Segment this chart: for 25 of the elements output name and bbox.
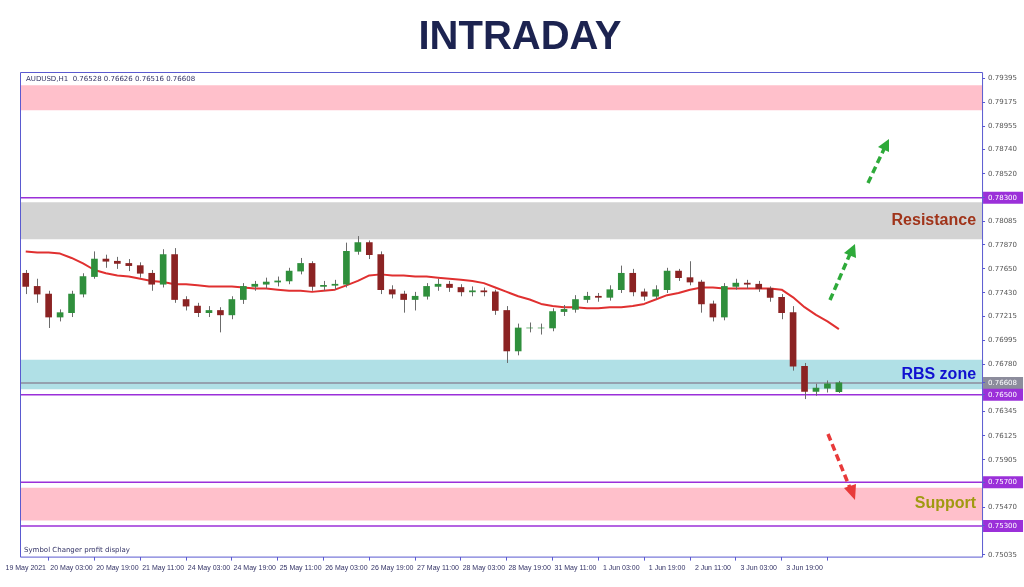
candlestick — [354, 235, 362, 256]
candlestick — [217, 306, 224, 333]
candlestick — [240, 282, 247, 305]
candlestick — [228, 295, 236, 320]
candlestick — [33, 278, 41, 304]
candlestick — [549, 307, 556, 332]
band-label: Resistance — [891, 211, 977, 229]
candlestick — [698, 279, 705, 314]
candlestick — [91, 250, 98, 280]
candlestick — [411, 291, 419, 311]
candlestick — [68, 290, 75, 318]
candlestick — [778, 293, 785, 320]
candlestick — [365, 239, 373, 260]
candlestick — [308, 260, 316, 292]
candlestick — [45, 290, 52, 329]
candlestick — [491, 289, 499, 316]
candlestick — [148, 269, 156, 292]
chart-title: INTRADAY — [418, 13, 622, 58]
candlestick — [22, 269, 30, 295]
band-label: Support — [914, 494, 977, 512]
candlestick — [629, 268, 637, 297]
band-label: RBS zone — [901, 364, 977, 382]
candlestick — [400, 290, 408, 314]
candlestick — [514, 323, 522, 356]
candlestick — [617, 265, 625, 294]
